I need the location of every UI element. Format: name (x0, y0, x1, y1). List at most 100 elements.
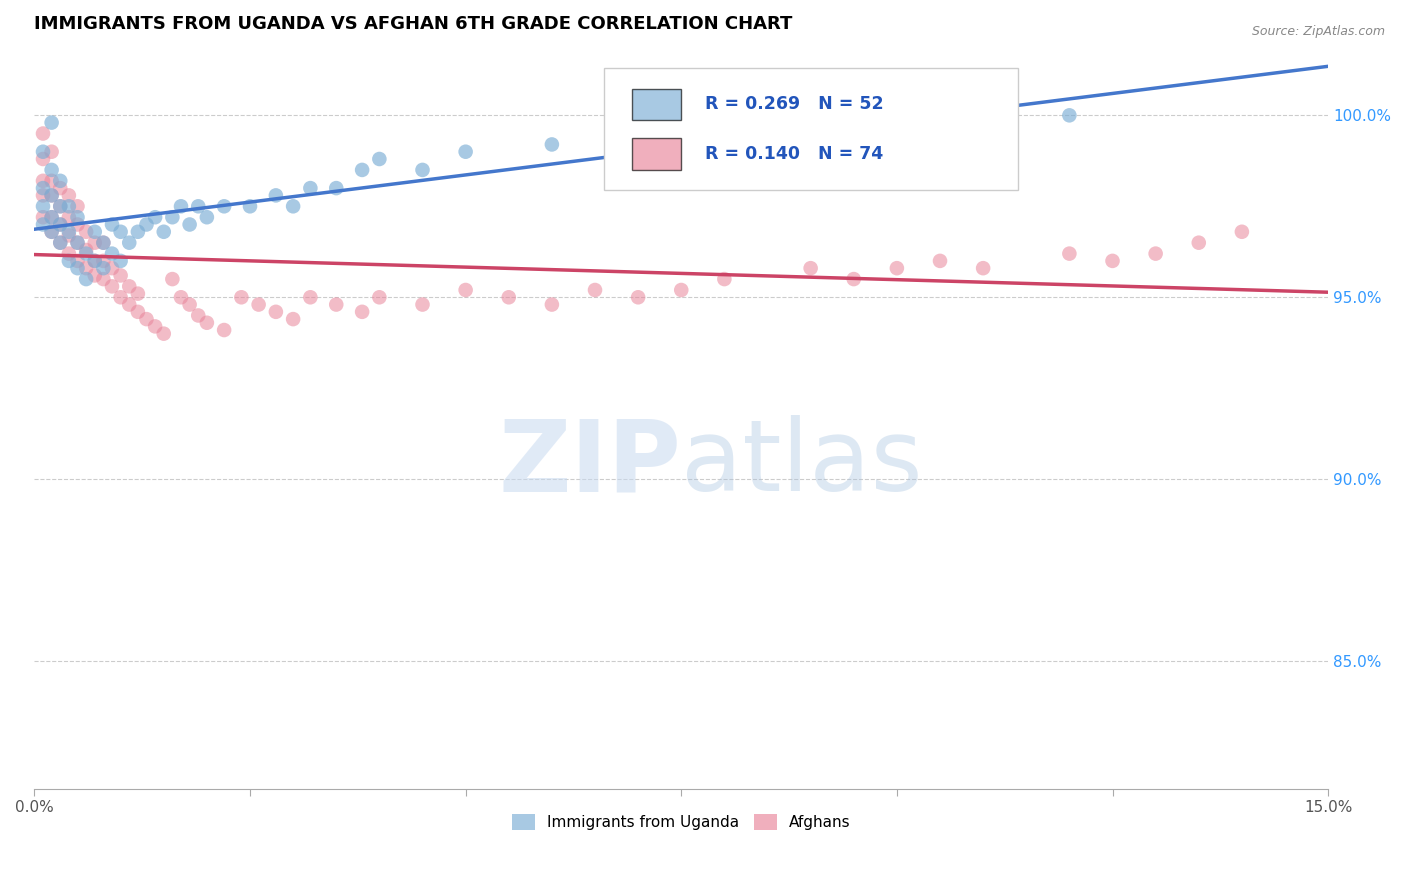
Point (1230, 225, 1253, 239)
Point (627, 290, 650, 304)
Point (127, 286, 149, 301)
Point (58, 199, 80, 213)
Text: R = 0.269   N = 52: R = 0.269 N = 52 (704, 95, 883, 113)
Point (264, 305, 287, 319)
Point (75, 225, 97, 239)
Point (239, 199, 262, 213)
Point (66, 253, 89, 268)
Point (101, 279, 124, 293)
Point (179, 218, 201, 232)
Point (58, 188, 80, 202)
Point (110, 253, 132, 268)
Point (83, 235, 105, 250)
Point (66, 261, 89, 276)
Point (118, 297, 141, 311)
Point (41, 162, 63, 177)
Point (110, 225, 132, 239)
Text: ZIP: ZIP (498, 415, 682, 512)
Point (1059, 246, 1081, 260)
Point (454, 283, 477, 297)
Point (886, 261, 908, 276)
Point (170, 290, 193, 304)
Point (179, 297, 201, 311)
Point (32, 181, 55, 195)
Point (49, 235, 72, 250)
Point (75, 246, 97, 260)
Point (247, 297, 270, 311)
Point (58, 228, 80, 243)
Point (281, 312, 304, 326)
Point (41, 225, 63, 239)
Point (75, 272, 97, 286)
Point (93, 272, 115, 286)
Point (41, 225, 63, 239)
Point (49, 218, 72, 232)
Legend: Immigrants from Uganda, Afghans: Immigrants from Uganda, Afghans (506, 808, 858, 837)
Point (368, 290, 391, 304)
Point (541, 297, 564, 311)
Point (32, 127, 55, 141)
Point (101, 246, 124, 260)
Point (187, 309, 209, 323)
Point (143, 319, 166, 334)
Point (352, 305, 374, 319)
Point (264, 188, 287, 202)
Point (93, 261, 115, 276)
Point (325, 297, 347, 311)
Point (212, 199, 235, 213)
Point (972, 261, 994, 276)
Point (58, 253, 80, 268)
Point (1101, 253, 1123, 268)
Point (162, 211, 184, 225)
Point (41, 115, 63, 129)
Point (49, 199, 72, 213)
Point (541, 137, 564, 152)
Point (325, 181, 347, 195)
Point (152, 326, 174, 341)
Point (127, 305, 149, 319)
Point (195, 316, 218, 330)
Point (162, 272, 184, 286)
Point (66, 235, 89, 250)
Point (110, 268, 132, 283)
Point (1144, 246, 1167, 260)
Point (671, 283, 693, 297)
Point (842, 272, 865, 286)
Point (41, 145, 63, 159)
Point (32, 188, 55, 202)
Point (41, 174, 63, 188)
Point (93, 235, 115, 250)
Point (32, 211, 55, 225)
Point (66, 218, 89, 232)
Text: atlas: atlas (682, 415, 922, 512)
Point (368, 152, 391, 166)
Point (800, 261, 823, 276)
Point (58, 211, 80, 225)
Point (83, 225, 105, 239)
Point (152, 225, 174, 239)
Point (93, 253, 115, 268)
Point (1059, 108, 1081, 122)
Point (352, 162, 374, 177)
Point (454, 145, 477, 159)
Text: R = 0.140   N = 74: R = 0.140 N = 74 (704, 145, 883, 163)
Point (583, 283, 606, 297)
Point (49, 235, 72, 250)
Point (101, 261, 124, 276)
Point (66, 199, 89, 213)
Point (412, 162, 434, 177)
Point (32, 152, 55, 166)
Point (41, 188, 63, 202)
Point (231, 290, 253, 304)
Point (75, 243, 97, 257)
Point (118, 279, 141, 293)
Point (66, 211, 89, 225)
Point (32, 174, 55, 188)
Point (281, 199, 304, 213)
Point (49, 218, 72, 232)
Point (41, 188, 63, 202)
FancyBboxPatch shape (603, 69, 1018, 190)
Point (299, 290, 322, 304)
Point (83, 268, 105, 283)
Point (170, 199, 193, 213)
